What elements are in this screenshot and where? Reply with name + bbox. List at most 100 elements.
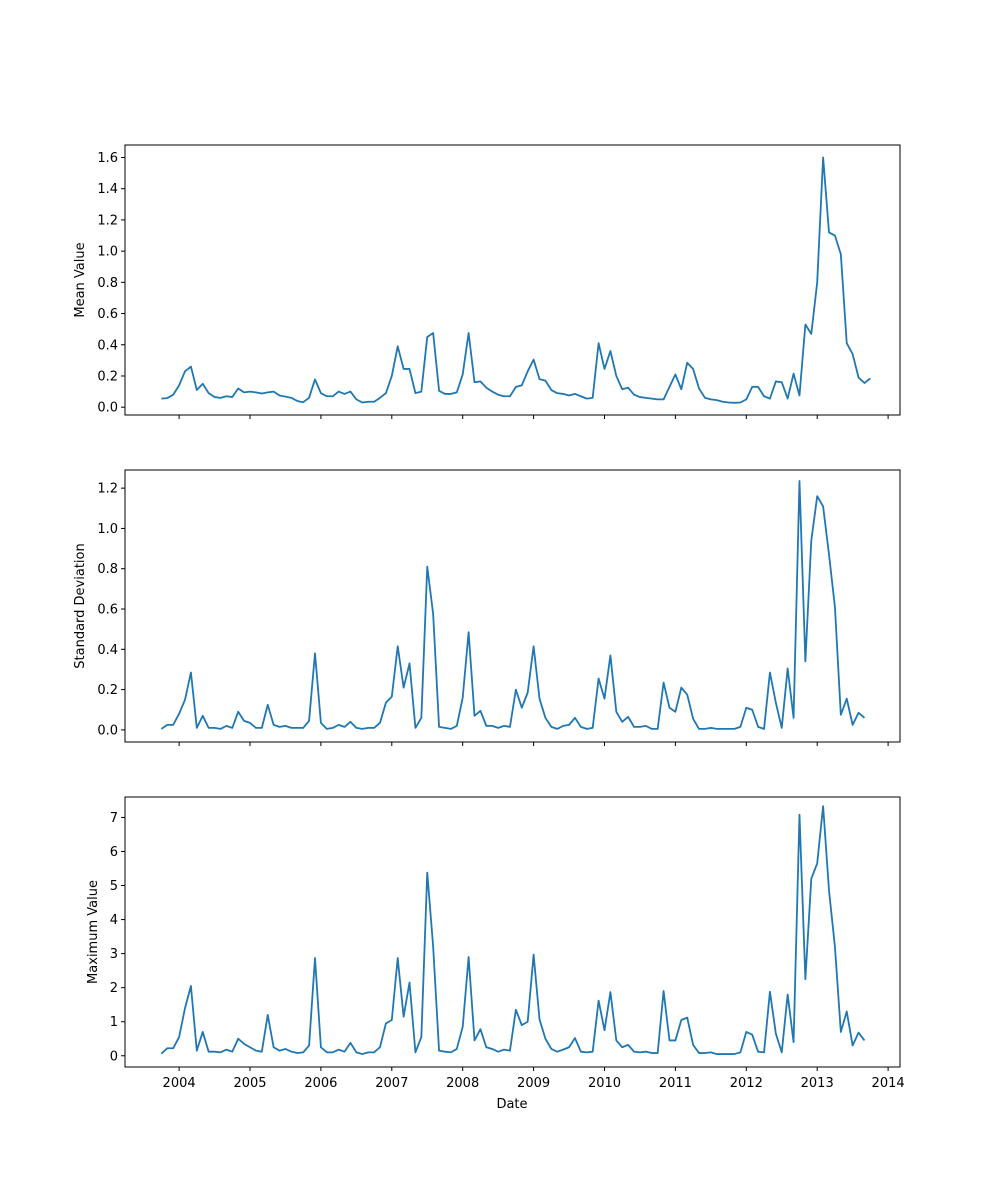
standard-deviation-data-point	[255, 727, 257, 729]
standard-deviation-data-point	[799, 480, 801, 482]
standard-deviation-data-point	[326, 728, 328, 730]
standard-deviation-data-point	[444, 727, 446, 729]
maximum-value-data-point	[781, 1051, 783, 1053]
mean-value-data-point	[391, 375, 393, 377]
mean-value-data-point	[332, 395, 334, 397]
maximum-value-data-point	[456, 1048, 458, 1050]
maximum-value-data-point	[450, 1051, 452, 1053]
mean-value-data-point	[438, 390, 440, 392]
mean-value-data-point	[710, 398, 712, 400]
maximum-value-y-tick-label: 5	[110, 879, 118, 894]
mean-value-y-tick-label: 0.0	[97, 401, 118, 416]
standard-deviation-data-point	[734, 728, 736, 730]
mean-value-data-point	[550, 389, 552, 391]
standard-deviation-data-point	[361, 728, 363, 730]
maximum-value-data-point	[438, 1050, 440, 1052]
maximum-value-data-point	[574, 1037, 576, 1039]
mean-value-data-point	[202, 383, 204, 385]
maximum-value-y-axis-label: Maximum Value	[86, 880, 101, 984]
maximum-value-data-point	[852, 1045, 854, 1047]
standard-deviation-data-point	[320, 722, 322, 724]
maximum-value-data-point	[184, 1007, 186, 1009]
mean-value-data-point	[775, 381, 777, 383]
maximum-value-data-point	[285, 1048, 287, 1050]
maximum-value-data-point	[243, 1043, 245, 1045]
maximum-value-data-point	[480, 1028, 482, 1030]
maximum-value-data-point	[468, 956, 470, 958]
maximum-value-series-line	[160, 805, 866, 1055]
mean-value-data-point	[840, 253, 842, 255]
standard-deviation-data-point	[816, 495, 818, 497]
mean-value-data-point	[639, 396, 641, 398]
standard-deviation-data-point	[822, 505, 824, 507]
x-tick-label: 2011	[659, 1076, 692, 1091]
maximum-value-data-point	[279, 1050, 281, 1052]
standard-deviation-data-point	[657, 728, 659, 730]
maximum-value-data-point	[267, 1014, 269, 1016]
standard-deviation-data-point	[367, 727, 369, 729]
standard-deviation-data-point	[787, 668, 789, 670]
maximum-value-data-point	[621, 1046, 623, 1048]
mean-value-data-point	[698, 388, 700, 390]
maximum-value-data-point	[444, 1051, 446, 1053]
standard-deviation-series-line	[160, 480, 866, 730]
standard-deviation-data-point	[391, 696, 393, 698]
standard-deviation-data-point	[739, 726, 741, 728]
standard-deviation-data-point	[456, 725, 458, 727]
standard-deviation-data-point	[491, 725, 493, 727]
mean-value-y-tick-label: 1.2	[97, 213, 118, 228]
mean-value-data-point	[225, 395, 227, 397]
standard-deviation-data-point	[296, 727, 298, 729]
mean-value-data-point	[178, 384, 180, 386]
maximum-value-data-point	[320, 1046, 322, 1048]
maximum-value-data-point	[344, 1051, 346, 1053]
maximum-value-data-point	[509, 1050, 511, 1052]
standard-deviation-data-point	[196, 727, 198, 729]
maximum-value-axes-frame	[124, 796, 901, 1068]
mean-value-data-point	[285, 396, 287, 398]
standard-deviation-data-point	[521, 707, 523, 709]
mean-value-data-point	[604, 368, 606, 370]
standard-deviation-data-point	[692, 718, 694, 720]
mean-value-data-point	[834, 235, 836, 237]
mean-value-y-axis-label: Mean Value	[73, 242, 88, 317]
maximum-value-data-point	[474, 1040, 476, 1042]
mean-value-data-point	[220, 397, 222, 399]
mean-value-data-point	[663, 398, 665, 400]
mean-value-data-point	[350, 391, 352, 393]
x-tick-label: 2007	[375, 1076, 408, 1091]
standard-deviation-y-axis-label: Standard Deviation	[73, 543, 88, 668]
mean-value-data-point	[539, 378, 541, 380]
mean-value-data-point	[160, 398, 162, 400]
mean-value-data-point	[657, 398, 659, 400]
mean-value-data-point	[598, 342, 600, 344]
standard-deviation-data-point	[574, 717, 576, 719]
maximum-value-data-point	[568, 1046, 570, 1048]
mean-value-data-point	[633, 394, 635, 396]
mean-value-data-point	[279, 395, 281, 397]
standard-deviation-data-point	[810, 540, 812, 542]
mean-value-data-point	[231, 396, 233, 398]
mean-value-y-tick-label: 1.6	[97, 151, 118, 166]
mean-value-data-point	[728, 402, 730, 404]
maximum-value-data-point	[397, 957, 399, 959]
standard-deviation-data-point	[769, 672, 771, 674]
mean-value-data-point	[846, 342, 848, 344]
standard-deviation-data-point	[710, 727, 712, 729]
x-tick-label: 2014	[872, 1076, 905, 1091]
standard-deviation-data-point	[160, 728, 162, 730]
maximum-value-y-tick-label: 1	[110, 1015, 118, 1030]
standard-deviation-data-point	[639, 726, 641, 728]
standard-deviation-data-point	[562, 725, 564, 727]
standard-deviation-y-tick-label: 1.0	[97, 522, 118, 537]
standard-deviation-data-point	[604, 698, 606, 700]
maximum-value-data-point	[178, 1036, 180, 1038]
standard-deviation-data-point	[243, 720, 245, 722]
mean-value-data-point	[651, 398, 653, 400]
maximum-value-data-point	[604, 1029, 606, 1031]
maximum-value-data-point	[675, 1040, 677, 1042]
mean-value-data-point	[533, 359, 535, 361]
mean-value-data-point	[290, 397, 292, 399]
mean-value-y-tick-label: 1.0	[97, 245, 118, 260]
